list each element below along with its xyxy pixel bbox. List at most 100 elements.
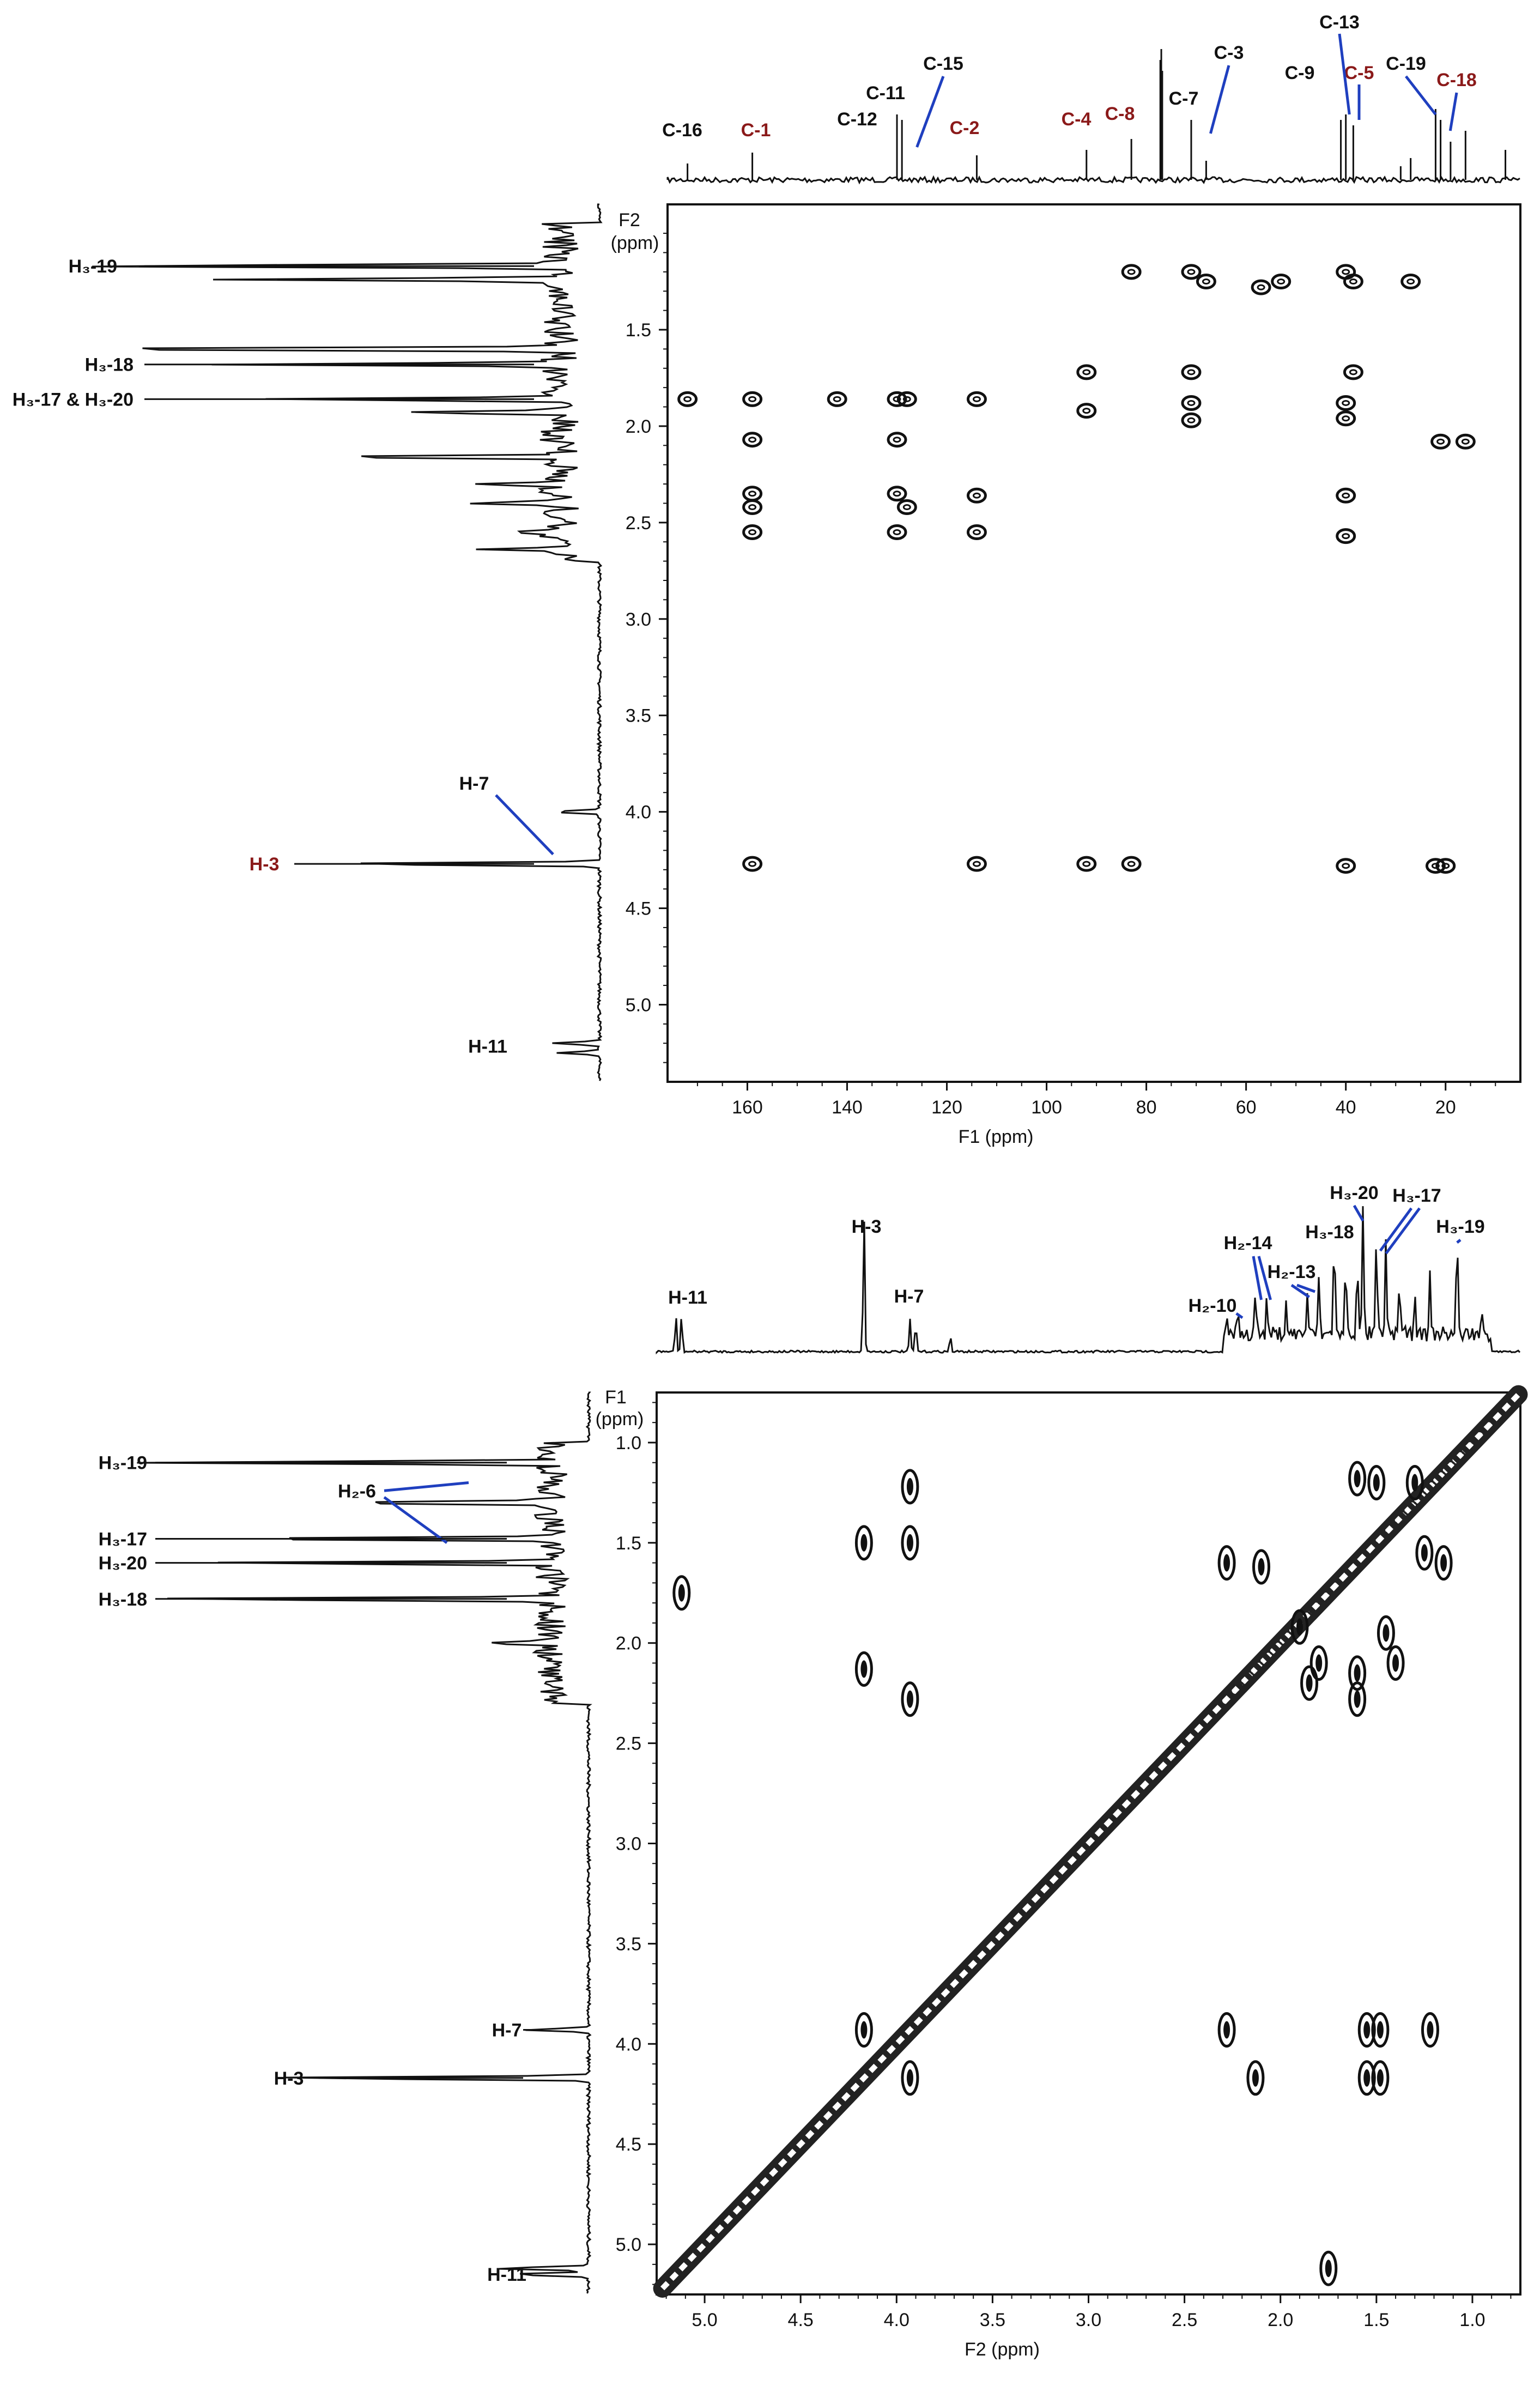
hmbc-plot-frame — [666, 203, 1521, 1083]
cosy-proton-label: H₂-10 — [1189, 1295, 1237, 1316]
cosy-diagonal-inner — [660, 1392, 1521, 2291]
cosy-cross-peak — [1252, 1549, 1270, 1585]
hmbc-cross-peak — [1076, 856, 1097, 872]
cosy-f2-tick-label: 3.5 — [980, 2310, 1005, 2330]
hmbc-cross-peak-core — [1187, 369, 1196, 376]
cosy-cross-peak — [1357, 2060, 1376, 2096]
cosy-f2-tick-label: 2.0 — [1268, 2310, 1293, 2330]
hmbc-label-leader — [495, 794, 554, 856]
hmbc-cross-peak-core — [1082, 369, 1091, 376]
hmbc-carbon-label: C-12 — [837, 109, 877, 130]
hmbc-cross-peak-core — [893, 529, 901, 536]
hmbc-cross-peak-core — [1349, 278, 1357, 285]
hmbc-label-leader — [915, 76, 945, 148]
cosy-proton-label: H₃-18 — [99, 1589, 147, 1610]
hmbc-cross-peak-core — [748, 437, 757, 443]
cosy-cross-peak — [901, 2060, 919, 2096]
cosy-f1-tick-label: 1.5 — [616, 1533, 641, 1554]
cosy-cross-peak — [901, 1525, 919, 1561]
cosy-cross-peak — [1386, 1645, 1405, 1681]
hmbc-cross-peak — [742, 499, 763, 516]
hmbc-f2-tick-label: 4.0 — [626, 802, 651, 823]
cosy-cross-peak — [1371, 2060, 1390, 2096]
cosy-cross-peak — [1434, 1545, 1453, 1581]
hmbc-carbon-label: C-9 — [1285, 63, 1315, 83]
hmbc-carbon-label: C-15 — [923, 53, 963, 74]
cosy-cross-peak-core — [1354, 1470, 1361, 1488]
hmbc-f2-axis-unit: (ppm) — [611, 233, 659, 253]
hmbc-cross-peak-core — [1342, 399, 1350, 406]
hmbc-label-leader — [1209, 65, 1230, 134]
cosy-cross-peak-core — [1377, 2021, 1384, 2039]
cosy-cross-peak-core — [860, 1660, 868, 1678]
hmbc-cross-peak — [1430, 433, 1451, 450]
hmbc-cross-peak-core — [893, 396, 901, 402]
hmbc-cross-peak — [677, 391, 698, 407]
hmbc-cross-peak — [1121, 264, 1142, 280]
cosy-cross-peak-core — [860, 1534, 868, 1552]
hmbc-cross-peak-core — [748, 490, 757, 497]
hmbc-cross-peak-core — [1342, 492, 1350, 499]
cosy-cross-peak-core — [1306, 1674, 1313, 1692]
cosy-cross-peak-core — [1252, 2069, 1259, 2087]
cosy-cross-peak-core — [678, 1584, 685, 1602]
hmbc-f2-tick-label: 3.5 — [626, 706, 651, 726]
hmbc-f1-tick-label: 20 — [1435, 1097, 1456, 1118]
hmbc-cross-peak — [1076, 403, 1097, 419]
hmbc-cross-peak — [827, 391, 847, 407]
cosy-label-leader — [1235, 1312, 1244, 1319]
hmbc-cross-peak-core — [1431, 863, 1440, 869]
cosy-label-leader — [1456, 1239, 1462, 1244]
cosy-cross-peak-core — [1223, 1554, 1230, 1572]
hmbc-cross-peak — [742, 486, 763, 502]
hmbc-cross-peak — [1251, 279, 1271, 295]
cosy-f2-tick-label: 2.5 — [1172, 2310, 1197, 2330]
cosy-proton-label: H-11 — [487, 2264, 526, 2285]
hmbc-cross-peak — [896, 391, 917, 407]
hmbc-cross-peak-core — [1342, 269, 1350, 275]
cosy-cross-peak — [854, 1651, 873, 1687]
hmbc-cross-peak-core — [748, 529, 757, 536]
cosy-cross-peak-core — [1325, 2260, 1332, 2278]
cosy-f1-tick-label: 1.0 — [616, 1433, 641, 1454]
hmbc-cross-peak — [966, 391, 987, 407]
cosy-cross-peak-core — [1421, 1544, 1428, 1562]
hmbc-cross-peak-core — [1127, 861, 1136, 867]
cosy-f2-axis-label: F2 (ppm) — [965, 2339, 1040, 2360]
hmbc-cross-peak — [887, 524, 907, 541]
hmbc-proton-label: H₃-19 — [69, 256, 117, 277]
hmbc-cross-peak-core — [1349, 369, 1357, 376]
hmbc-cross-peak — [1181, 264, 1202, 280]
cosy-cross-peak-core — [1363, 2069, 1371, 2087]
hmbc-cross-peak-core — [1202, 278, 1210, 285]
hmbc-cross-peak — [887, 391, 907, 407]
cosy-label-leader — [384, 1481, 469, 1492]
hmbc-cross-peak-core — [1441, 863, 1450, 869]
cosy-f2-tick-label: 1.0 — [1459, 2310, 1485, 2330]
cosy-proton-label: H-3 — [852, 1216, 882, 1237]
hmbc-cross-peak-core — [748, 396, 757, 402]
hmbc-carbon-label: C-8 — [1105, 104, 1135, 124]
hmbc-cross-peak-core — [1187, 417, 1196, 423]
cosy-f1-tick-label: 2.5 — [616, 1734, 641, 1754]
cosy-proton-label: H₃-18 — [1305, 1222, 1354, 1243]
cosy-proton-label: H₃-17 — [99, 1529, 147, 1549]
cosy-f1-tick-label: 3.5 — [616, 1934, 641, 1954]
hmbc-f1-tick-label: 140 — [832, 1097, 863, 1118]
cosy-proton-label: H₃-19 — [99, 1453, 147, 1474]
cosy-cross-peak — [1421, 2012, 1439, 2048]
hmbc-cross-peak-core — [1342, 533, 1350, 540]
cosy-f2-tick-label: 4.0 — [884, 2310, 910, 2330]
cosy-cross-peak-core — [1296, 1618, 1303, 1636]
cosy-cross-peak — [672, 1575, 691, 1611]
hmbc-cross-peak-core — [748, 861, 757, 867]
cosy-proton-label: H₃-17 — [1392, 1185, 1441, 1206]
cosy-cross-peak — [1246, 2060, 1265, 2096]
cosy-left-projection-trace — [137, 1391, 592, 2294]
cosy-f1-tick-label: 5.0 — [616, 2234, 641, 2255]
cosy-cross-peak-core — [1354, 1690, 1361, 1708]
hmbc-cross-peak-core — [972, 529, 981, 536]
hmbc-cross-peak-core — [902, 504, 911, 511]
hmbc-carbon-label: C-5 — [1344, 63, 1374, 83]
cosy-cross-peak-core — [906, 1477, 913, 1495]
